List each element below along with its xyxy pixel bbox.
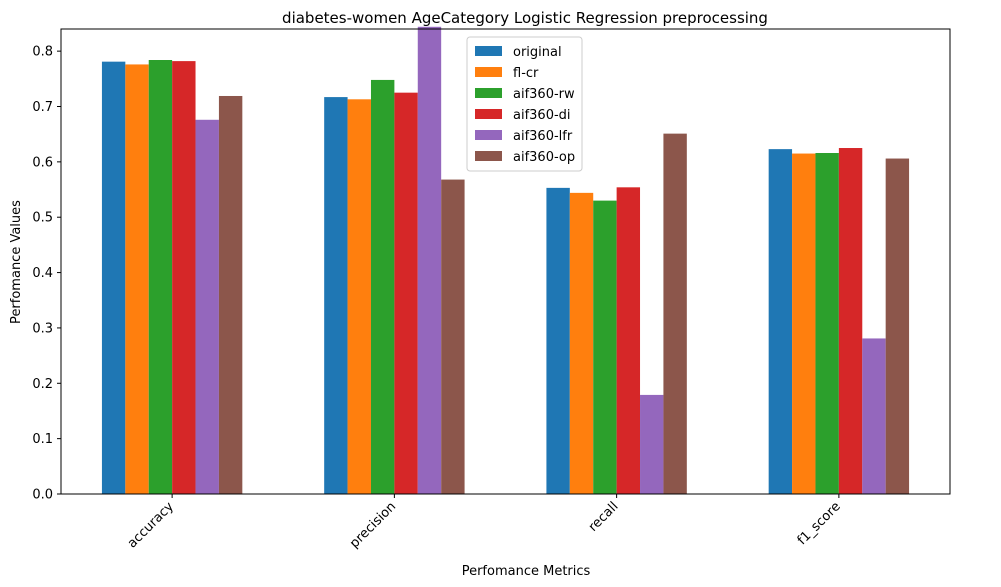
bar-fl-cr-f1_score (792, 153, 816, 495)
bar-fl-cr-precision (347, 99, 371, 495)
y-tick-label: 0.2 (32, 377, 53, 392)
bar-aif360-di-precision (394, 92, 418, 494)
bar-aif360-lfr-precision (417, 26, 442, 494)
y-tick-label: 0.5 (32, 211, 53, 226)
bar-aif360-op-accuracy (218, 95, 243, 494)
bar-aif360-op-recall (663, 133, 687, 495)
bar-original-recall (546, 187, 570, 494)
legend-label-original: original (513, 45, 562, 60)
legend-swatch-aif360-op (475, 151, 502, 161)
bar-aif360-rw-recall (593, 200, 617, 495)
legend: original fl-cr aif360-rw aif360-di aif360-lf… (466, 36, 583, 172)
y-tick-label: 0.7 (32, 100, 53, 115)
y-tick-label: 0.8 (32, 45, 53, 60)
legend-swatch-aif360-lfr (475, 130, 502, 140)
plot-frame (60, 28, 951, 495)
legend-swatch-aif360-di (475, 109, 502, 119)
bar-original-precision (324, 97, 348, 494)
bars-group (101, 26, 910, 495)
bar-aif360-di-accuracy (172, 61, 196, 495)
legend-swatch-aif360-rw (475, 88, 502, 98)
legend-label-aif360-di: aif360-di (513, 108, 571, 123)
y-tick-label: 0.3 (32, 321, 53, 336)
bar-original-f1_score (768, 149, 793, 495)
bar-fl-cr-accuracy (125, 64, 149, 495)
bar-fl-cr-recall (569, 192, 594, 495)
y-axis: 0.0 0.1 0.2 0.3 0.4 0.5 0.6 0.7 0.8 (32, 45, 61, 503)
y-tick-label: 0.6 (32, 155, 53, 170)
bar-aif360-di-recall (616, 187, 641, 494)
bar-aif360-rw-precision (370, 79, 395, 495)
y-axis-label: Perfomance Values (9, 200, 24, 324)
chart-title: diabetes-women AgeCategory Logistic Regr… (282, 9, 768, 27)
bar-aif360-di-f1_score (838, 148, 863, 494)
bar-aif360-lfr-f1_score (862, 338, 886, 494)
bar-original-accuracy (101, 61, 126, 494)
y-tick-label: 0.1 (32, 432, 53, 447)
legend-swatch-fl-cr (475, 67, 502, 77)
y-tick-label: 0.0 (32, 488, 53, 503)
x-axis-label: Perfomance Metrics (462, 564, 591, 579)
legend-label-aif360-lfr: aif360-lfr (513, 129, 573, 144)
legend-label-aif360-op: aif360-op (513, 150, 575, 165)
bar-aif360-rw-f1_score (815, 153, 839, 494)
bar-aif360-op-precision (441, 179, 465, 494)
y-tick-label: 0.4 (32, 266, 53, 281)
bar-aif360-lfr-recall (640, 394, 664, 494)
bar-aif360-lfr-accuracy (195, 119, 219, 494)
legend-label-fl-cr: fl-cr (513, 66, 539, 81)
legend-swatch-original (475, 46, 502, 56)
bar-aif360-op-f1_score (885, 158, 910, 495)
legend-label-aif360-rw: aif360-rw (513, 87, 575, 102)
bar-aif360-rw-accuracy (148, 60, 173, 494)
